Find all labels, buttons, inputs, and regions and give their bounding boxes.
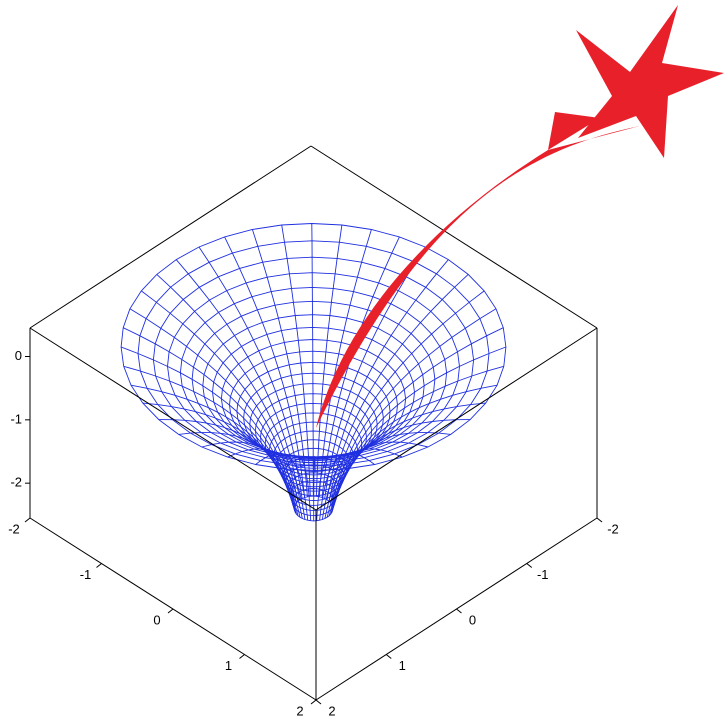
chart: -2 -1 0 1 2 -2 -1 0 1 2 0 -1 -2 (0, 0, 726, 718)
x-tick (97, 564, 102, 568)
y-tick-label: 2 (328, 703, 335, 718)
x-tick-label: 2 (296, 703, 303, 718)
surface (121, 224, 506, 521)
x-tick-label: 1 (225, 658, 232, 673)
y-tick (457, 609, 462, 613)
y-tick-label: -2 (607, 521, 619, 536)
star (576, 5, 724, 158)
y-tick (597, 518, 602, 522)
mesh-radial (312, 224, 314, 497)
mesh-radial (333, 328, 504, 507)
x-tick (311, 700, 316, 704)
box-edge (30, 146, 311, 328)
y-tick (527, 564, 532, 568)
x-tick (25, 518, 30, 522)
y-tick-label: 1 (399, 658, 406, 673)
decoration-star (316, 5, 724, 428)
x-tick-label: -1 (80, 567, 92, 582)
x-tick-label: -2 (8, 521, 20, 536)
x-tick (168, 609, 173, 613)
y-tick-label: 0 (469, 612, 476, 627)
z-tick-label: 0 (15, 348, 22, 363)
mesh-radial (202, 442, 302, 519)
z-tick-label: -1 (10, 411, 22, 426)
y-tick (386, 655, 391, 659)
y-tick (316, 700, 321, 704)
z-tick-label: -2 (10, 475, 22, 490)
mesh-radial (124, 366, 295, 510)
box-edge (30, 328, 316, 510)
y-tick-label: -1 (537, 567, 549, 582)
x-tick-label: 0 (153, 612, 160, 627)
box-edge (311, 146, 597, 328)
x-tick (240, 655, 245, 659)
